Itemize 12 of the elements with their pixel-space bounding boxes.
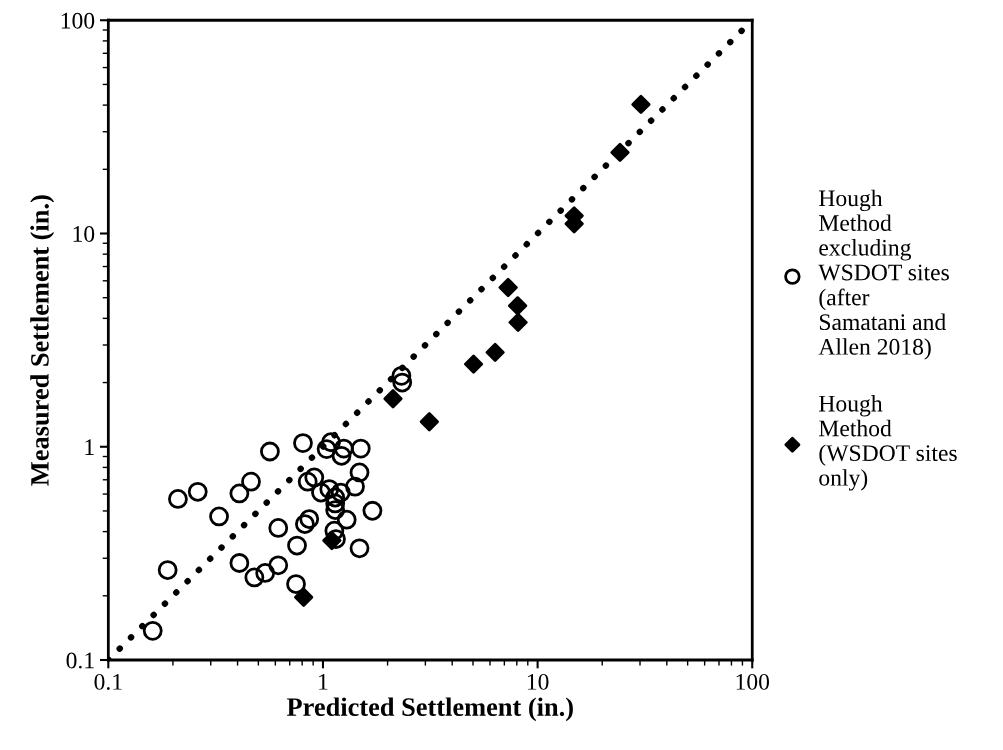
x-tick-label: 100 [736, 673, 770, 690]
y-tick-label: 0.1 [66, 652, 94, 669]
legend-label: Hough Method (WSDOT sites only) [819, 395, 957, 491]
x-tick-label: 0.1 [94, 673, 122, 690]
y-tick-label: 1 [85, 439, 94, 455]
x-tick-label: 10 [527, 673, 549, 690]
y-tick-label: 100 [61, 12, 95, 29]
x-tick-label: 1 [319, 673, 328, 690]
x-axis-title: Predicted Settlement (in.) [286, 697, 573, 722]
y-tick-label: 10 [73, 225, 95, 242]
legend-label: Hough Method excluding WSDOT sites (after Samatani and Allen 2018) [818, 189, 949, 360]
y-axis-title: Measured Settlement (in.) [30, 195, 55, 486]
